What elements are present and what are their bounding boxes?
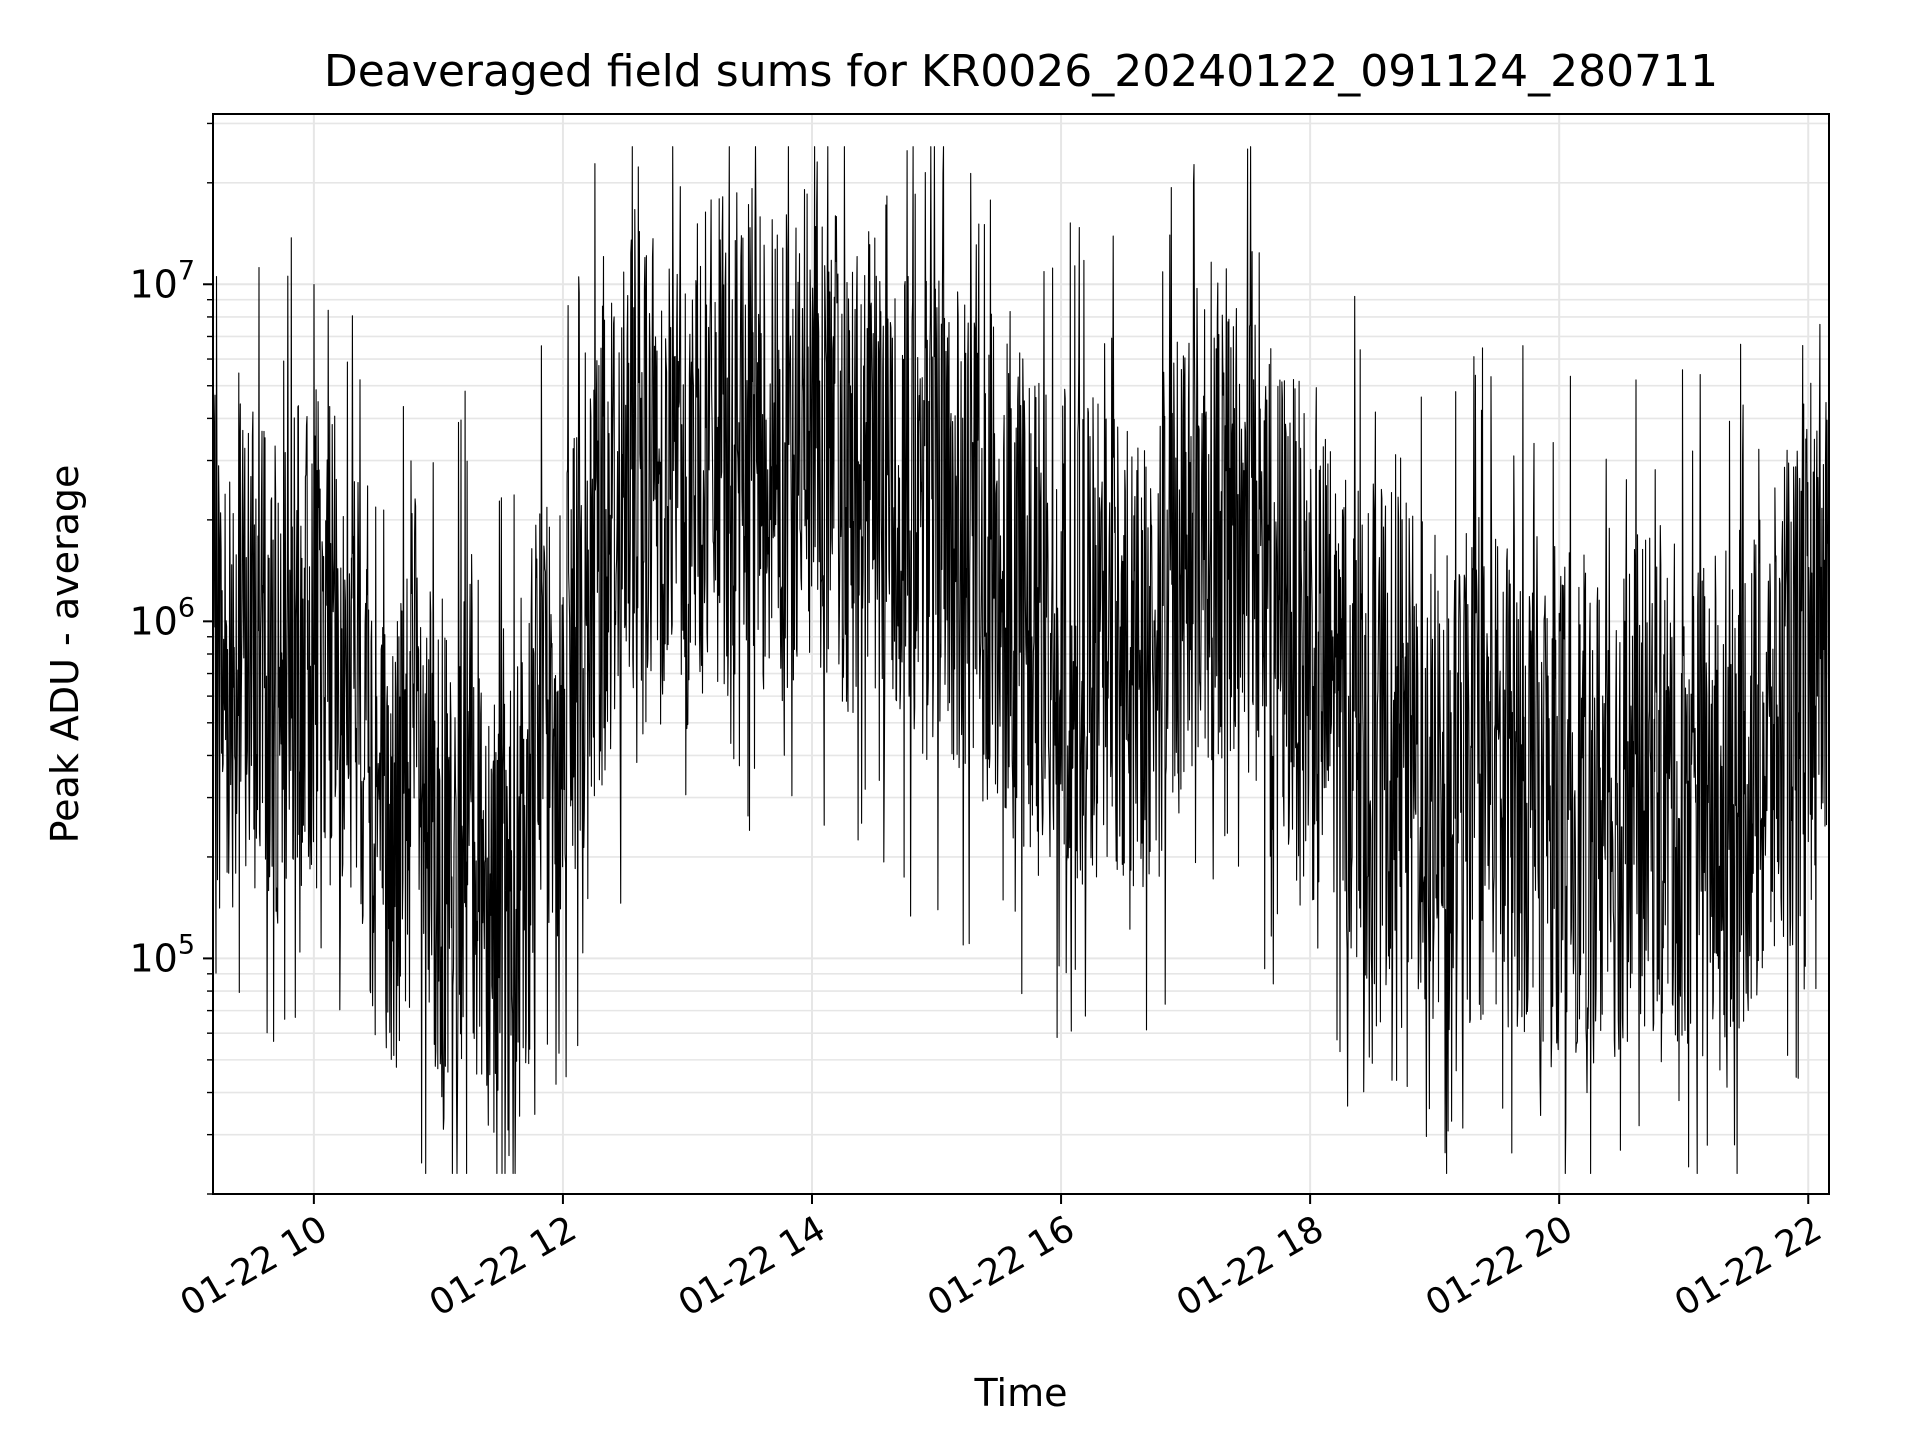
x-tick-label: 01-22 22 <box>1668 1208 1829 1324</box>
chart-title: Deaveraged field sums for KR0026_2024012… <box>324 46 1718 97</box>
series-line <box>212 146 1830 1175</box>
x-tick-label: 01-22 20 <box>1419 1208 1580 1324</box>
y-tick-label: 107 <box>129 255 195 306</box>
x-axis-label: Time <box>974 1371 1068 1415</box>
x-tick-label: 01-22 12 <box>423 1208 584 1324</box>
y-tick-label: 106 <box>129 592 195 643</box>
y-tick-label: 105 <box>129 929 195 980</box>
x-tick-label: 01-22 16 <box>921 1208 1082 1324</box>
series <box>212 146 1830 1175</box>
y-axis: 105 106 107 <box>129 122 213 1195</box>
x-tick-label: 01-22 18 <box>1170 1208 1331 1324</box>
x-tick-label: 01-22 10 <box>174 1208 335 1324</box>
x-tick-label: 01-22 14 <box>672 1208 833 1324</box>
y-axis-label: Peak ADU - average <box>43 465 87 844</box>
x-axis: 01-22 10 01-22 12 01-22 14 01-22 16 01-22 18… <box>174 1194 1829 1325</box>
